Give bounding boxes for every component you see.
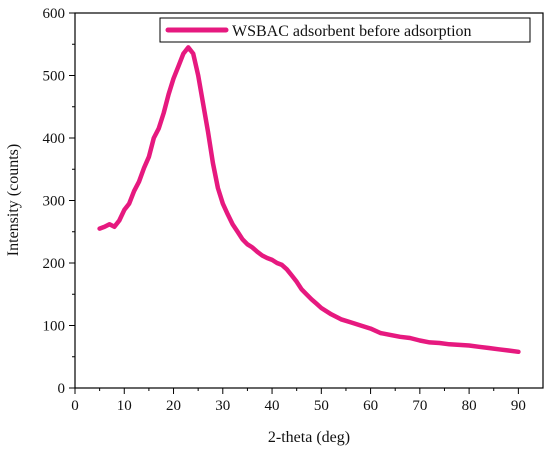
- x-tick-label: 60: [363, 398, 378, 414]
- x-tick-label: 80: [462, 398, 477, 414]
- x-tick-label: 50: [314, 398, 329, 414]
- y-tick-label: 100: [43, 319, 66, 335]
- x-tick-label: 40: [265, 398, 280, 414]
- x-tick-label: 30: [215, 398, 230, 414]
- x-axis-ticks: 0 10 20 30 40 50 60 70 80 90: [71, 388, 526, 414]
- y-tick-label: 200: [43, 256, 66, 272]
- legend-label: WSBAC adsorbent before adsorption: [232, 23, 472, 40]
- series-line: [97, 45, 521, 355]
- x-axis-title: 2-theta (deg): [268, 429, 350, 446]
- y-tick-label: 600: [43, 6, 66, 22]
- x-tick-label: 10: [117, 398, 132, 414]
- plot-frame: [74, 12, 544, 389]
- legend: WSBAC adsorbent before adsorption: [159, 17, 531, 43]
- y-axis-title: Intensity (counts): [5, 144, 22, 256]
- x-tick-label: 20: [166, 398, 181, 414]
- y-tick-label: 0: [58, 381, 66, 397]
- x-tick-label: 0: [71, 398, 79, 414]
- x-tick-label: 70: [412, 398, 427, 414]
- y-axis-ticks: 0 100 200 300 400 500 600: [43, 6, 75, 397]
- y-tick-label: 400: [43, 131, 66, 147]
- x-tick-label: 90: [511, 398, 526, 414]
- y-tick-label: 500: [43, 69, 66, 85]
- y-tick-label: 300: [43, 194, 66, 210]
